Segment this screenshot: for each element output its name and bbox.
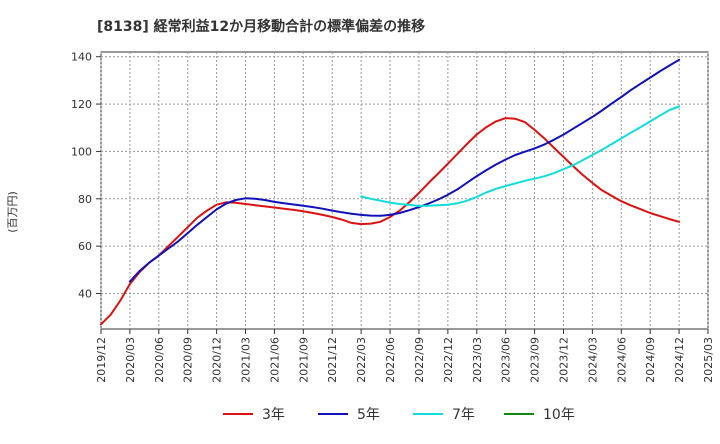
x-tick-label: 2021/12 xyxy=(326,337,339,383)
x-tick-label: 2022/03 xyxy=(355,337,368,383)
y-tick-label: 40 xyxy=(78,287,92,300)
y-tick-label: 100 xyxy=(71,145,92,158)
x-tick-label: 2024/03 xyxy=(586,337,599,383)
y-tick-label: 140 xyxy=(71,51,92,64)
legend-label-3: 7年 xyxy=(452,407,475,423)
series-line-1 xyxy=(100,117,681,326)
plot-frame xyxy=(100,51,709,330)
x-tick-layer: 2019/12 2020/03 2020/06 2020/09 2020/12 2021/… xyxy=(95,329,715,383)
x-tick-label: 2024/12 xyxy=(673,337,686,383)
x-tick-label: 2023/03 xyxy=(471,337,484,383)
legend-label-2: 5年 xyxy=(357,407,380,423)
legend: 3年 5年 7年 10年 xyxy=(223,407,575,423)
y-axis-label: (百万円) xyxy=(6,191,19,233)
chart-title: [8138] 経常利益12か月移動合計の標準偏差の推移 xyxy=(97,18,425,35)
x-tick-label: 2022/12 xyxy=(442,337,455,383)
y-tick-layer: 40 60 80 100 120 140 xyxy=(71,51,101,300)
x-tick-label: 2020/06 xyxy=(153,337,166,383)
x-tick-label: 2025/03 xyxy=(702,337,715,383)
y-tick-label: 80 xyxy=(78,193,92,206)
series-line-2 xyxy=(128,58,681,283)
x-tick-label: 2023/06 xyxy=(500,337,513,383)
x-tick-label: 2023/09 xyxy=(529,337,542,383)
grid-layer xyxy=(100,52,709,329)
x-tick-label: 2020/12 xyxy=(211,337,224,383)
x-tick-label: 2022/06 xyxy=(384,337,397,383)
x-tick-label: 2020/03 xyxy=(124,337,137,383)
x-tick-label: 2020/09 xyxy=(182,337,195,383)
x-tick-label: 2021/03 xyxy=(240,337,253,383)
x-tick-label: 2023/12 xyxy=(557,337,570,383)
legend-label-4: 10年 xyxy=(543,407,575,423)
x-tick-label: 2024/06 xyxy=(615,337,628,383)
x-tick-label: 2024/09 xyxy=(644,337,657,383)
x-tick-label: 2021/09 xyxy=(297,337,310,383)
x-tick-label: 2019/12 xyxy=(95,337,108,383)
legend-label-1: 3年 xyxy=(262,407,285,423)
series-line-3 xyxy=(360,105,681,207)
y-tick-label: 60 xyxy=(78,240,92,253)
series-layer xyxy=(100,58,681,326)
x-tick-label: 2022/09 xyxy=(413,337,426,383)
x-tick-label: 2021/06 xyxy=(268,337,281,383)
y-tick-label: 120 xyxy=(71,98,92,111)
